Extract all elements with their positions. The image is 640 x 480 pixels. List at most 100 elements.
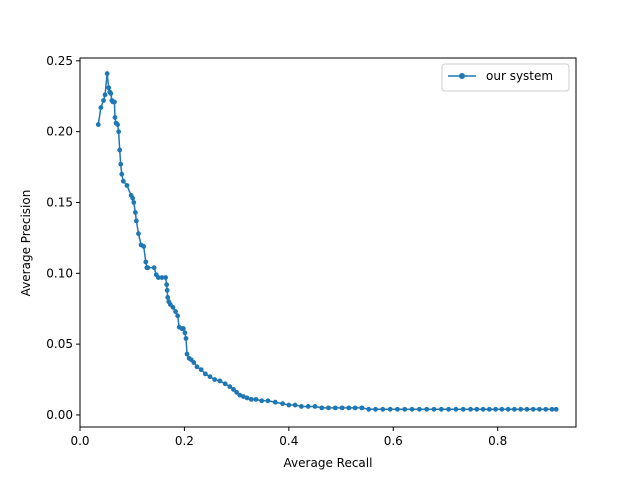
data-point xyxy=(217,378,223,384)
data-point xyxy=(131,200,137,205)
data-point xyxy=(212,377,218,382)
data-point xyxy=(98,105,104,110)
x-tick-label: 0.2 xyxy=(175,434,194,448)
data-point xyxy=(505,406,511,412)
data-point xyxy=(241,394,246,399)
data-point xyxy=(133,218,139,224)
data-point xyxy=(387,406,393,412)
data-point xyxy=(460,406,466,412)
data-point xyxy=(101,98,106,103)
data-point xyxy=(346,405,352,411)
data-point xyxy=(182,330,188,336)
data-point xyxy=(237,392,243,398)
data-point xyxy=(438,406,444,412)
data-point xyxy=(120,178,126,184)
plot-frame xyxy=(79,57,577,428)
data-point xyxy=(164,282,170,288)
data-point xyxy=(359,405,365,411)
data-point xyxy=(136,231,141,237)
legend: our system xyxy=(441,63,570,92)
data-point xyxy=(312,404,318,409)
data-point xyxy=(118,161,124,167)
data-point xyxy=(530,406,536,412)
y-tick-label: 0.25 xyxy=(46,54,73,68)
data-point xyxy=(163,275,169,280)
legend-label: our system xyxy=(486,69,553,83)
data-point xyxy=(151,265,157,271)
data-point xyxy=(124,183,130,188)
data-point xyxy=(518,406,524,412)
data-point xyxy=(132,210,138,215)
data-point xyxy=(395,406,400,412)
data-point xyxy=(446,406,452,412)
plot-area xyxy=(80,58,576,427)
data-point xyxy=(326,405,331,411)
data-point xyxy=(402,406,408,412)
data-point xyxy=(352,405,358,411)
data-point xyxy=(319,405,325,411)
data-point xyxy=(180,326,186,331)
y-tick-label: 0.20 xyxy=(46,125,73,139)
data-point xyxy=(332,405,338,411)
data-point xyxy=(202,371,208,377)
data-point xyxy=(305,404,311,409)
x-tick-label: 0.0 xyxy=(70,434,89,448)
data-point xyxy=(537,406,542,412)
data-point xyxy=(424,406,430,412)
data-point xyxy=(231,387,236,392)
data-point xyxy=(339,405,345,411)
data-point xyxy=(511,406,517,412)
y-tick-label: 0.00 xyxy=(46,408,73,422)
data-point xyxy=(272,399,278,405)
data-point xyxy=(106,85,112,91)
data-point xyxy=(244,395,250,401)
data-point xyxy=(380,406,386,412)
y-axis-title: Average Precision xyxy=(19,190,33,297)
data-point xyxy=(493,406,498,412)
data-point xyxy=(366,406,372,412)
data-point xyxy=(117,147,123,153)
data-point xyxy=(115,122,120,127)
x-tick-label: 0.8 xyxy=(488,434,507,448)
data-point xyxy=(474,406,480,412)
data-point xyxy=(119,171,125,177)
data-point xyxy=(468,406,473,412)
data-point xyxy=(416,406,422,412)
data-point xyxy=(155,275,161,280)
data-point xyxy=(130,195,136,201)
data-point xyxy=(499,406,505,412)
data-point xyxy=(170,304,176,310)
y-tick-label: 0.10 xyxy=(46,266,73,280)
data-point xyxy=(480,406,486,412)
data-point xyxy=(265,398,271,404)
data-point xyxy=(198,367,204,373)
data-point xyxy=(191,360,197,365)
data-point xyxy=(486,406,492,412)
data-point xyxy=(453,406,459,412)
data-point xyxy=(259,398,265,404)
data-point xyxy=(549,406,555,412)
data-point xyxy=(409,406,415,412)
data-point xyxy=(173,309,178,314)
x-tick-label: 0.6 xyxy=(384,434,403,448)
data-point xyxy=(524,406,530,412)
data-point xyxy=(112,99,117,105)
data-point xyxy=(165,294,171,300)
data-point xyxy=(222,381,228,387)
data-point xyxy=(286,402,292,408)
data-point xyxy=(175,313,181,319)
data-point xyxy=(183,336,189,341)
data-point xyxy=(431,406,437,412)
legend-marker-icon xyxy=(459,73,465,79)
data-point xyxy=(143,259,149,265)
data-point xyxy=(543,406,549,412)
data-point xyxy=(102,92,108,98)
data-point xyxy=(248,396,254,402)
data-point xyxy=(292,402,298,408)
data-point xyxy=(104,71,110,76)
series-layer xyxy=(95,71,559,412)
data-point xyxy=(280,401,285,407)
data-point xyxy=(145,265,151,271)
